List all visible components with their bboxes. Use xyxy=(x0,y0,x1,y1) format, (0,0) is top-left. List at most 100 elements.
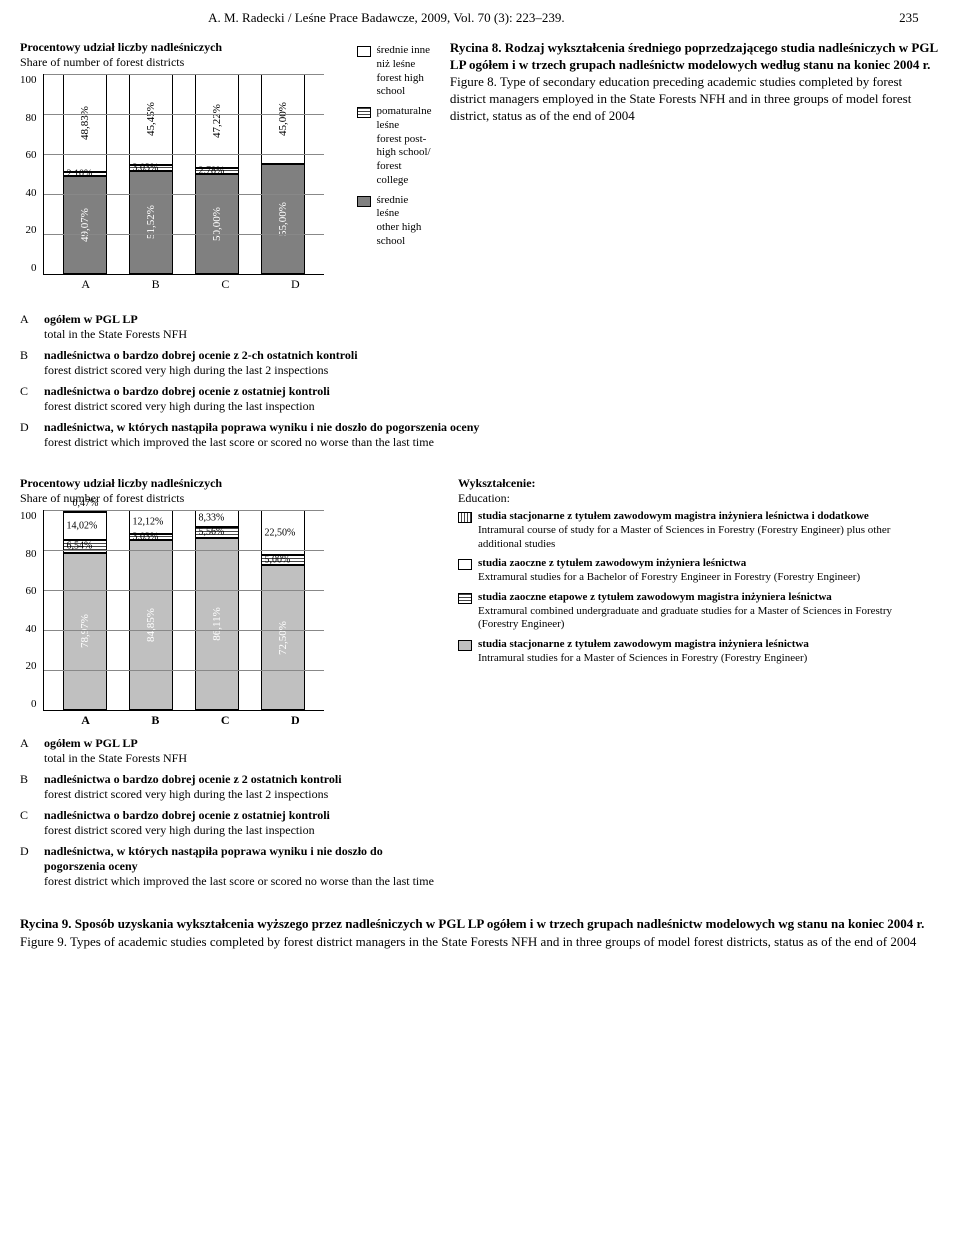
note-key: D xyxy=(20,844,34,889)
bar-segment-label: 78,97% xyxy=(79,614,91,648)
ytick: 40 xyxy=(26,623,37,635)
figure9-caption-pl: Rycina 9. Sposób uzyskania wykształcenia… xyxy=(20,916,924,931)
bar-segment: 5,00% xyxy=(261,555,305,565)
ytick: 80 xyxy=(26,548,37,560)
figure9-caption-en: Figure 9. Types of academic studies comp… xyxy=(20,934,916,949)
bar-segment: 48,83% xyxy=(63,74,107,172)
note-body: nadleśnictwa, w których nastąpiła popraw… xyxy=(44,844,440,889)
gridline xyxy=(44,590,324,591)
bar-segment: 8,33% xyxy=(195,510,239,527)
bar-segment-label: 12,12% xyxy=(133,517,164,528)
note-row: Cnadleśnictwa o bardzo dobrej ocenie z o… xyxy=(20,384,540,414)
gridline xyxy=(44,670,324,671)
chart1-wrap: 100806040200 48,83%2,10%49,07%45,45%3,03… xyxy=(20,74,339,292)
bar-segment-label: 84,85% xyxy=(145,608,157,642)
figure-8-section: Procentowy udział liczby nadleśniczych S… xyxy=(20,40,940,292)
chart1-notes: Aogółem w PGL LPtotal in the State Fores… xyxy=(20,312,540,450)
note-body: nadleśnictwa o bardzo dobrej ocenie z os… xyxy=(44,384,330,414)
note-body: ogółem w PGL LPtotal in the State Forest… xyxy=(44,312,187,342)
gridline xyxy=(44,550,324,551)
figure-9-section: Procentowy udział liczby nadleśniczych S… xyxy=(20,476,940,895)
bar-segment-label: 49,07% xyxy=(79,208,91,242)
legend-swatch xyxy=(458,512,472,523)
bar-segment-label: 5,00% xyxy=(265,555,291,566)
note-row: Dnadleśnictwa, w których nastąpiła popra… xyxy=(20,844,440,889)
bar-segment: 5,56% xyxy=(195,527,239,538)
xtick: A xyxy=(81,713,90,728)
bar-segment: 45,45% xyxy=(129,74,173,165)
bar-segment: 14,02% xyxy=(63,512,107,540)
chart1-title-en: Share of number of forest districts xyxy=(20,55,339,70)
note-row: Cnadleśnictwa o bardzo dobrej ocenie z o… xyxy=(20,808,440,838)
chart1-xaxis: A B C D xyxy=(43,275,339,292)
legend-label: studia zaoczne etapowe z tytułem zawodow… xyxy=(478,591,898,632)
note-body: nadleśnictwa o bardzo dobrej ocenie z 2 … xyxy=(44,772,342,802)
legend-item: średnie inne niż leśneforest high school xyxy=(357,44,432,99)
note-key: B xyxy=(20,348,34,378)
note-body: nadleśnictwa, w których nastąpiła popraw… xyxy=(44,420,479,450)
chart1-titles: Procentowy udział liczby nadleśniczych S… xyxy=(20,40,339,70)
xtick: B xyxy=(152,277,160,292)
chart1-yaxis: 100806040200 xyxy=(20,74,43,274)
bar-segment-label: 22,50% xyxy=(265,527,296,538)
bar-segment-label: 8,33% xyxy=(199,513,225,524)
bar-segment-label: 14,02% xyxy=(67,520,98,531)
legend-label: pomaturalne leśneforest post-high school… xyxy=(377,105,432,188)
bar-segment: 55,00% xyxy=(261,164,305,274)
legend-label: średnie leśneother high school xyxy=(377,194,432,249)
gridline xyxy=(44,630,324,631)
xtick: B xyxy=(151,713,159,728)
bar-segment-label: 86,11% xyxy=(211,607,223,641)
legend-item: studia stacjonarne z tytułem zawodowym m… xyxy=(458,510,898,551)
bar: 47,22%2,78%50,00% xyxy=(195,74,239,274)
note-row: Bnadleśnictwa o bardzo dobrej ocenie z 2… xyxy=(20,348,540,378)
bar-segment: 12,12% xyxy=(129,510,173,534)
legend-label: studia stacjonarne z tytułem zawodowym m… xyxy=(478,510,898,551)
note-body: nadleśnictwa o bardzo dobrej ocenie z 2-… xyxy=(44,348,358,378)
bar-segment-label: 48,83% xyxy=(79,106,91,140)
xtick: D xyxy=(291,713,300,728)
bar-segment: 49,07% xyxy=(63,176,107,274)
ytick: 40 xyxy=(26,187,37,199)
chart1-bars: 48,83%2,10%49,07%45,45%3,03%51,52%47,22%… xyxy=(44,74,324,274)
legend-item: studia zaoczne z tytułem zawodowym inżyn… xyxy=(458,557,898,585)
figure8-caption-pl: Rycina 8. Rodzaj wykształcenia średniego… xyxy=(450,40,938,72)
legend-swatch xyxy=(458,559,472,570)
ytick: 100 xyxy=(20,510,37,522)
chart2-title-pl: Procentowy udział liczby nadleśniczych xyxy=(20,476,440,491)
note-row: Aogółem w PGL LPtotal in the State Fores… xyxy=(20,736,440,766)
legend-item: studia stacjonarne z tytułem zawodowym m… xyxy=(458,638,898,666)
chart2-legend-block: Wykształcenie: Education: studia stacjon… xyxy=(458,476,940,672)
bar-segment-label: 55,00% xyxy=(277,202,289,236)
legend-swatch xyxy=(458,593,472,604)
legend-swatch xyxy=(357,107,371,118)
bar: 45,00% 55,00% xyxy=(261,74,305,274)
bar-segment: 45,00% xyxy=(261,74,305,164)
gridline xyxy=(44,74,324,75)
gridline xyxy=(44,154,324,155)
xtick: C xyxy=(221,277,229,292)
note-key: B xyxy=(20,772,34,802)
chart1-title-pl: Procentowy udział liczby nadleśniczych xyxy=(20,40,339,55)
bar-segment: 86,11% xyxy=(195,538,239,710)
legend-swatch xyxy=(357,46,371,57)
figure8-caption-en: Figure 8. Type of secondary education pr… xyxy=(450,74,911,123)
bar: 14,02%6,54%78,97% xyxy=(63,510,107,710)
chart2-yaxis: 100806040200 xyxy=(20,510,43,710)
legend-item: studia zaoczne etapowe z tytułem zawodow… xyxy=(458,591,898,632)
chart2-legend-title-en: Education: xyxy=(458,491,510,505)
page-header: A. M. Radecki / Leśne Prace Badawcze, 20… xyxy=(20,10,940,26)
legend-item: pomaturalne leśneforest post-high school… xyxy=(357,105,432,188)
ytick: 20 xyxy=(26,224,37,236)
page-number: 235 xyxy=(735,10,919,26)
bar-segment: 84,85% xyxy=(129,540,173,710)
bar-segment-label: 47,22% xyxy=(211,104,223,138)
xtick: D xyxy=(291,277,300,292)
chart2-xaxis: A B C D xyxy=(43,711,339,728)
xtick: A xyxy=(81,277,90,292)
chart2-block: Procentowy udział liczby nadleśniczych S… xyxy=(20,476,440,895)
chart1-legend: średnie inne niż leśneforest high school… xyxy=(357,40,432,255)
xtick: C xyxy=(221,713,230,728)
legend-label: studia stacjonarne z tytułem zawodowym m… xyxy=(478,638,809,666)
figure8-caption: Rycina 8. Rodzaj wykształcenia średniego… xyxy=(450,40,940,124)
